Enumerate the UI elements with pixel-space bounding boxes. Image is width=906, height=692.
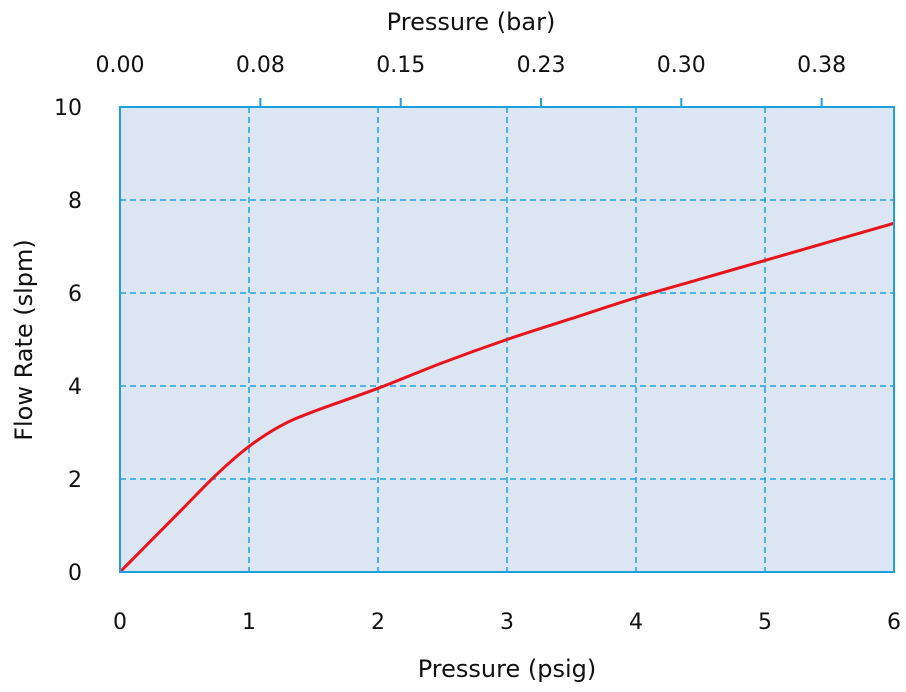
- y-tick-label: 0: [68, 561, 82, 586]
- top-tick-label: 0.00: [96, 53, 145, 78]
- y-axis-title: Flow Rate (slpm): [10, 239, 38, 441]
- y-tick-label: 8: [68, 189, 82, 214]
- y-tick-label: 2: [68, 468, 82, 493]
- plot-frame: [119, 106, 895, 573]
- y-tick-label: 4: [68, 375, 82, 400]
- x-tick-label: 2: [371, 610, 385, 635]
- series-line: [118, 221, 895, 574]
- x-tick-label: 0: [113, 610, 127, 635]
- x-tick-label: 1: [242, 610, 256, 635]
- x-axis-ticks: 0 1 2 3 4 5 6: [113, 610, 901, 635]
- top-axis-ticks: 0.00 0.08 0.15 0.23 0.30 0.38: [96, 53, 846, 107]
- x-tick-label: 5: [758, 610, 772, 635]
- y-tick-label: 6: [68, 282, 82, 307]
- y-axis-ticks: 0 2 4 6 8 10: [54, 96, 82, 586]
- x-tick-label: 3: [500, 610, 514, 635]
- top-tick-label: 0.08: [236, 53, 285, 78]
- x-tick-label: 6: [887, 610, 901, 635]
- x-axis-title: Pressure (psig): [418, 655, 596, 683]
- x-tick-label: 4: [629, 610, 643, 635]
- top-tick-label: 0.30: [657, 53, 706, 78]
- top-tick-label: 0.15: [376, 53, 425, 78]
- y-tick-label: 10: [54, 96, 82, 121]
- top-axis-title: Pressure (bar): [387, 8, 556, 36]
- top-tick-label: 0.38: [797, 53, 846, 78]
- top-tick-label: 0.23: [517, 53, 566, 78]
